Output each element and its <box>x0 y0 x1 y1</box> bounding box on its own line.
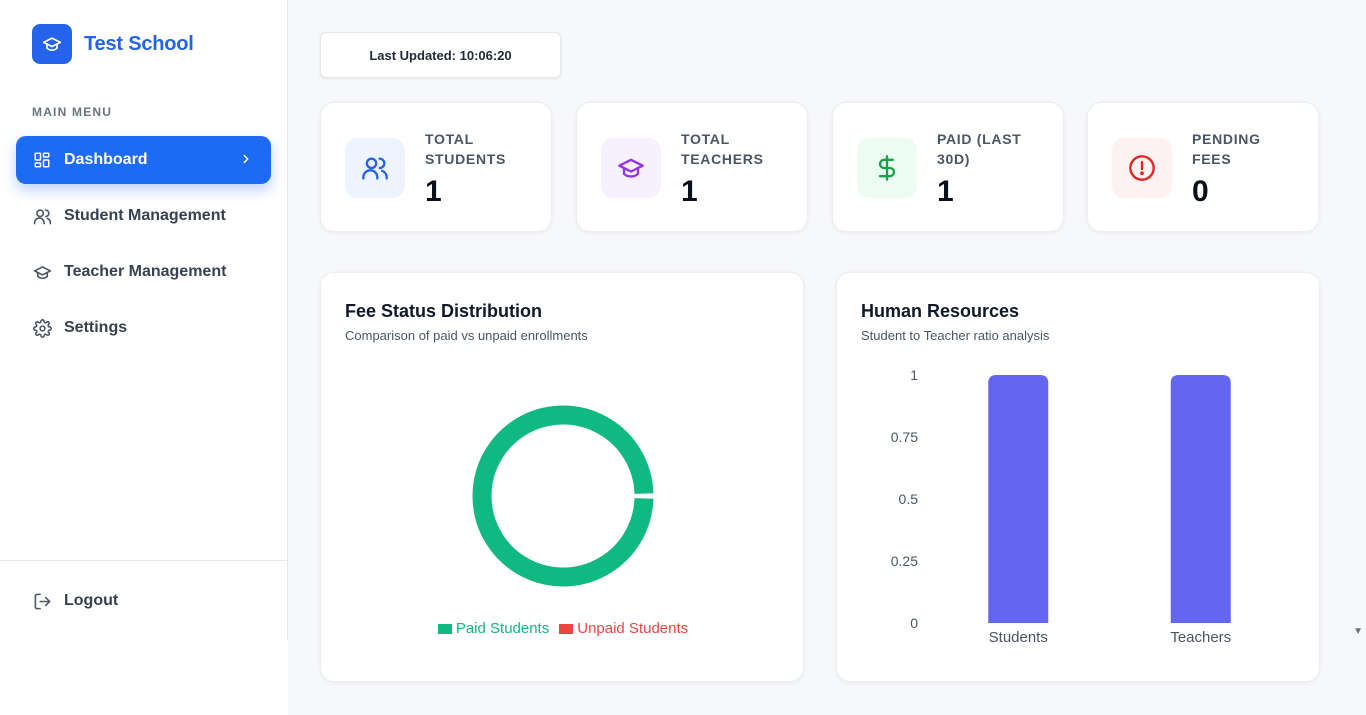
panel-title: Fee Status Distribution <box>345 301 543 321</box>
bar-chart: 0 0.25 0.5 0.75 1 Students Teachers <box>891 367 1231 646</box>
menu-heading: MAIN MENU <box>32 105 113 119</box>
stat-value: 1 <box>937 175 954 208</box>
bar <box>1170 375 1231 623</box>
panel-title: Human Resources <box>861 301 1020 321</box>
sidebar-divider <box>0 560 288 561</box>
y-tick-label: 0.5 <box>899 491 919 507</box>
logout-button[interactable]: Logout <box>16 577 271 625</box>
brand-name: Test School <box>84 32 194 55</box>
sidebar-item-student-management[interactable]: Student Management <box>16 192 271 240</box>
x-tick-label: Students <box>989 629 1048 646</box>
stat-value: 1 <box>681 175 698 208</box>
stat-card-paid-last-30d: PAID (LAST 30D) 1 <box>832 102 1064 232</box>
graduation-cap-icon <box>601 138 661 198</box>
stat-value: 0 <box>1192 175 1209 208</box>
bar <box>988 375 1049 623</box>
gear-icon <box>32 318 52 338</box>
y-tick-label: 0.75 <box>891 429 918 445</box>
sidebar-item-label: Dashboard <box>64 151 148 168</box>
graduation-cap-icon <box>32 262 52 282</box>
panel-subtitle: Comparison of paid vs unpaid enrollments <box>345 328 588 343</box>
y-tick-label: 0 <box>910 615 918 631</box>
stat-label: TOTAL STUDENTS <box>425 131 507 167</box>
human-resources-panel: Human Resources Student to Teacher ratio… <box>836 272 1320 682</box>
legend-swatch <box>559 623 574 634</box>
sidebar-item-teacher-management[interactable]: Teacher Management <box>16 248 271 296</box>
sidebar-item-dashboard[interactable]: Dashboard <box>16 136 271 184</box>
logout-label: Logout <box>64 592 119 609</box>
chevron-right-icon <box>239 152 253 171</box>
legend-label: Unpaid Students <box>577 620 689 637</box>
stat-label: TOTAL TEACHERS <box>681 131 764 167</box>
stat-card-total-teachers: TOTAL TEACHERS 1 <box>576 102 808 232</box>
donut-slice <box>472 405 654 587</box>
brand[interactable]: Test School <box>32 24 194 64</box>
alert-circle-icon <box>1112 138 1172 198</box>
y-tick-label: 1 <box>910 367 918 383</box>
sidebar-item-label: Student Management <box>64 207 226 224</box>
sidebar: Test School MAIN MENU Dashboard Student … <box>0 0 288 640</box>
donut-chart <box>472 405 654 587</box>
stat-label: PENDING FEES <box>1192 131 1261 167</box>
stat-value: 1 <box>425 175 442 208</box>
users-icon <box>345 138 405 198</box>
sidebar-footer-area <box>0 640 288 715</box>
last-updated-badge: Last Updated: 10:06:20 <box>320 32 561 78</box>
graduation-cap-icon <box>32 24 72 64</box>
grid-icon <box>32 150 52 170</box>
x-tick-label: Teachers <box>1170 629 1231 646</box>
stat-card-total-students: TOTAL STUDENTS 1 <box>320 102 552 232</box>
legend-item[interactable]: Unpaid Students <box>559 620 688 637</box>
users-icon <box>32 206 52 226</box>
sidebar-item-label: Settings <box>64 319 128 336</box>
legend-item[interactable]: Paid Students <box>437 620 550 637</box>
dollar-icon <box>857 138 917 198</box>
chart-legend: Paid Students Unpaid Students <box>321 620 805 637</box>
sidebar-item-label: Teacher Management <box>64 263 227 280</box>
stat-label: PAID (LAST 30D) <box>937 131 1022 167</box>
legend-swatch <box>437 623 452 634</box>
fee-status-panel: Fee Status Distribution Comparison of pa… <box>320 272 804 682</box>
sidebar-item-settings[interactable]: Settings <box>16 304 271 352</box>
stat-card-pending-fees: PENDING FEES 0 <box>1087 102 1319 232</box>
scroll-down-arrow[interactable]: ▼ <box>1353 626 1363 637</box>
legend-label: Paid Students <box>455 620 550 637</box>
logout-icon <box>32 591 52 611</box>
y-tick-label: 0.25 <box>891 553 918 569</box>
panel-subtitle: Student to Teacher ratio analysis <box>861 328 1050 343</box>
